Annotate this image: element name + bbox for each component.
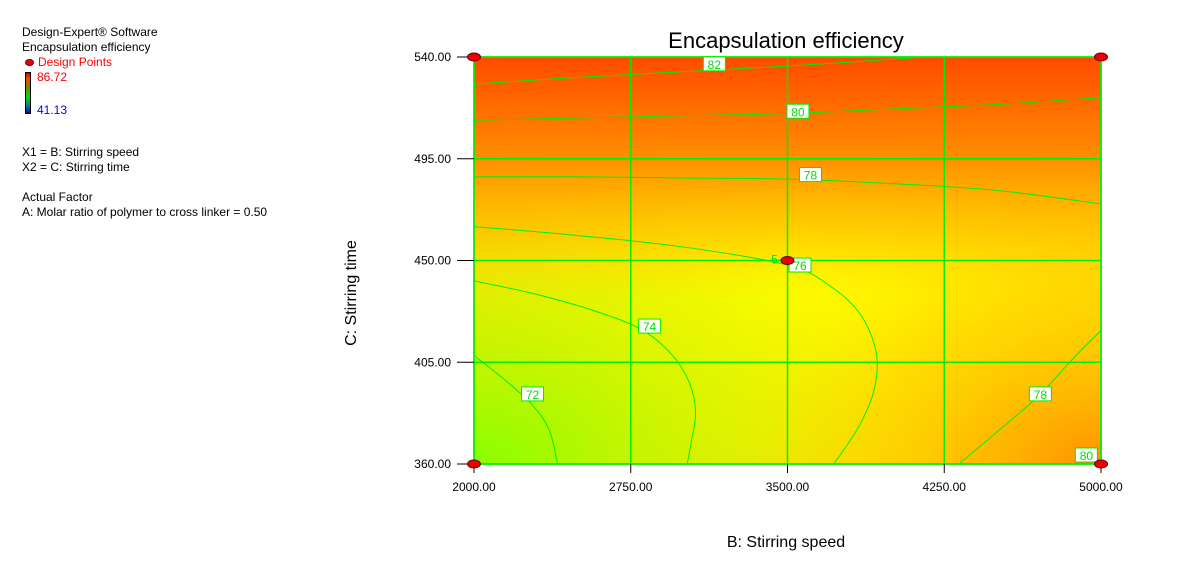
design-points-legend: Design Points bbox=[22, 55, 158, 70]
contour-label-text: 78 bbox=[804, 169, 818, 183]
factor-block: X1 = B: Stirring speed X2 = C: Stirring … bbox=[22, 145, 139, 175]
contour-label-box bbox=[1028, 386, 1052, 402]
contour-label-80: 80 bbox=[1074, 447, 1098, 463]
x-axis-title: B: Stirring speed bbox=[727, 534, 845, 551]
y-axis-title: C: Stirring time bbox=[343, 240, 360, 346]
design-point bbox=[467, 52, 481, 62]
contour-line-72 bbox=[473, 355, 559, 465]
color-scale-min: 41.13 bbox=[37, 103, 68, 117]
legend-block: Design-Expert® Software Encapsulation ef… bbox=[22, 25, 158, 117]
software-name: Design-Expert® Software bbox=[22, 25, 158, 39]
y-tick-label: 495.00 bbox=[414, 152, 451, 166]
contour-label-text: 82 bbox=[708, 58, 722, 72]
design-point bbox=[1094, 459, 1108, 469]
x-tick-label: 2000.00 bbox=[452, 480, 496, 494]
response-name: Encapsulation efficiency bbox=[22, 40, 151, 54]
actual-factor-heading: Actual Factor bbox=[22, 190, 93, 204]
actual-factor-value: A: Molar ratio of polymer to cross linke… bbox=[22, 205, 268, 219]
factor-x1: X1 = B: Stirring speed bbox=[22, 145, 140, 159]
contour-label-box bbox=[788, 257, 812, 273]
design-point bbox=[467, 459, 481, 469]
contour-label-80: 80 bbox=[786, 103, 810, 119]
x-tick-label: 2750.00 bbox=[609, 480, 653, 494]
contour-label-box bbox=[786, 103, 810, 119]
contour-label-text: 80 bbox=[791, 105, 805, 119]
contour-line-74 bbox=[473, 280, 697, 465]
contour-label-text: 78 bbox=[1034, 388, 1048, 402]
factor-x2: X2 = C: Stirring time bbox=[22, 160, 130, 174]
design-points: 5 bbox=[467, 52, 1108, 469]
x-tick-label: 4250.00 bbox=[923, 480, 967, 494]
contour-label-78: 78 bbox=[798, 167, 822, 183]
y-tick-label: 405.00 bbox=[414, 355, 451, 369]
color-scale-bar bbox=[25, 72, 31, 114]
y-tick-label: 450.00 bbox=[414, 254, 451, 268]
color-scale-max: 86.72 bbox=[37, 70, 68, 84]
contour-labels: 72 74 76 78 78 80 80 82 bbox=[521, 56, 1098, 463]
contour-label-box bbox=[638, 318, 662, 334]
contour-label-text: 72 bbox=[526, 388, 540, 402]
design-point-icon bbox=[25, 58, 34, 66]
contour-label-82: 82 bbox=[702, 56, 726, 72]
axes: 2000.00 2750.00 3500.00 4250.00 5000.00 360.0… bbox=[414, 50, 1123, 494]
contour-label-72: 72 bbox=[521, 386, 545, 402]
y-tick-label: 360.00 bbox=[414, 457, 451, 471]
contour-label-text: 76 bbox=[793, 259, 807, 273]
contour-label-box bbox=[798, 167, 822, 183]
y-tick-label: 540.00 bbox=[414, 50, 451, 64]
color-scale: 86.72 41.13 bbox=[22, 70, 158, 117]
contour-label-text: 80 bbox=[1080, 449, 1094, 463]
contour-label-box bbox=[702, 56, 726, 72]
chart-title: Encapsulation efficiency bbox=[668, 28, 904, 53]
contour-line-78 bbox=[473, 176, 1102, 205]
x-tick-label: 5000.00 bbox=[1079, 480, 1123, 494]
contour-line-76 bbox=[473, 226, 878, 465]
contour-label-box bbox=[521, 386, 545, 402]
x-tick-label: 3500.00 bbox=[766, 480, 810, 494]
contour-label-76: 76 bbox=[788, 257, 812, 273]
design-point bbox=[1094, 52, 1108, 62]
design-points-label: Design Points bbox=[38, 55, 113, 69]
contour-label-74: 74 bbox=[638, 318, 662, 334]
design-point-replicate-count: 5 bbox=[771, 253, 778, 267]
contour-label-box bbox=[1074, 447, 1098, 463]
actual-factor-block: Actual Factor A: Molar ratio of polymer … bbox=[22, 190, 267, 220]
contour-label-78: 78 bbox=[1028, 386, 1052, 402]
contour-label-text: 74 bbox=[643, 320, 657, 334]
design-point bbox=[780, 256, 795, 265]
